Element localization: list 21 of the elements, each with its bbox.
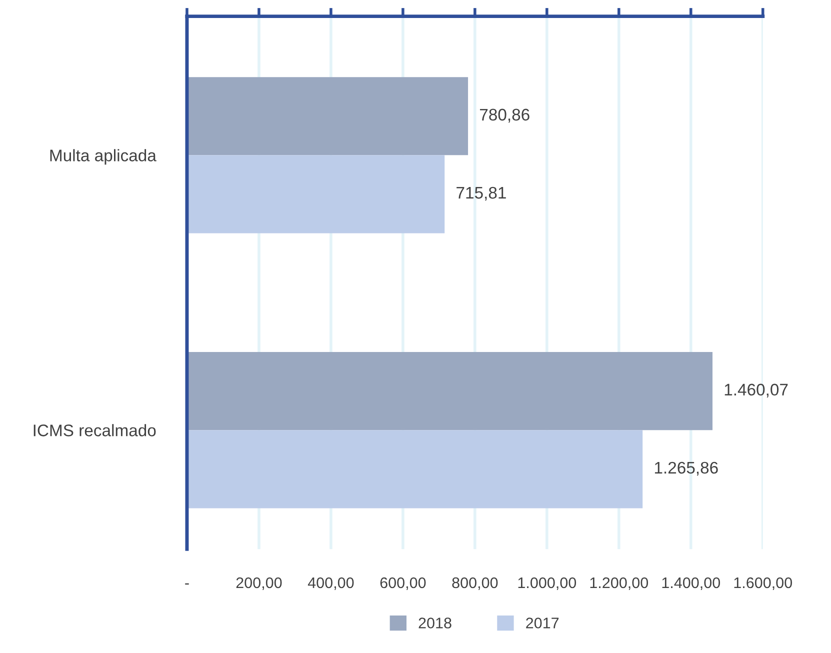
x-tick-label: 800,00: [452, 577, 498, 590]
bar: [186, 430, 643, 508]
x-tick-label: 200,00: [236, 577, 282, 590]
bar: [186, 352, 712, 430]
y-tick-label: Multa aplicada: [50, 149, 156, 165]
data-label: 780,86: [480, 108, 530, 123]
x-tick-label: 1.600,00: [734, 577, 792, 590]
legend-label: 2018: [418, 618, 452, 628]
bar: [186, 155, 445, 234]
x-tick-label: 1.000,00: [518, 577, 576, 590]
data-label: 1.460,07: [724, 384, 788, 398]
x-tick-label: 600,00: [380, 577, 426, 590]
bar: [186, 77, 468, 156]
x-tick-label: 1.200,00: [590, 577, 648, 590]
x-tick-label: 1.400,00: [662, 577, 720, 590]
data-label: 715,81: [456, 186, 506, 201]
y-tick-label: ICMS recalmado: [34, 424, 156, 436]
x-tick-label: 400,00: [308, 577, 354, 590]
x-tick-label: -: [185, 583, 189, 585]
data-label: 1.265,86: [654, 462, 718, 476]
legend-label: 2017: [526, 618, 559, 628]
